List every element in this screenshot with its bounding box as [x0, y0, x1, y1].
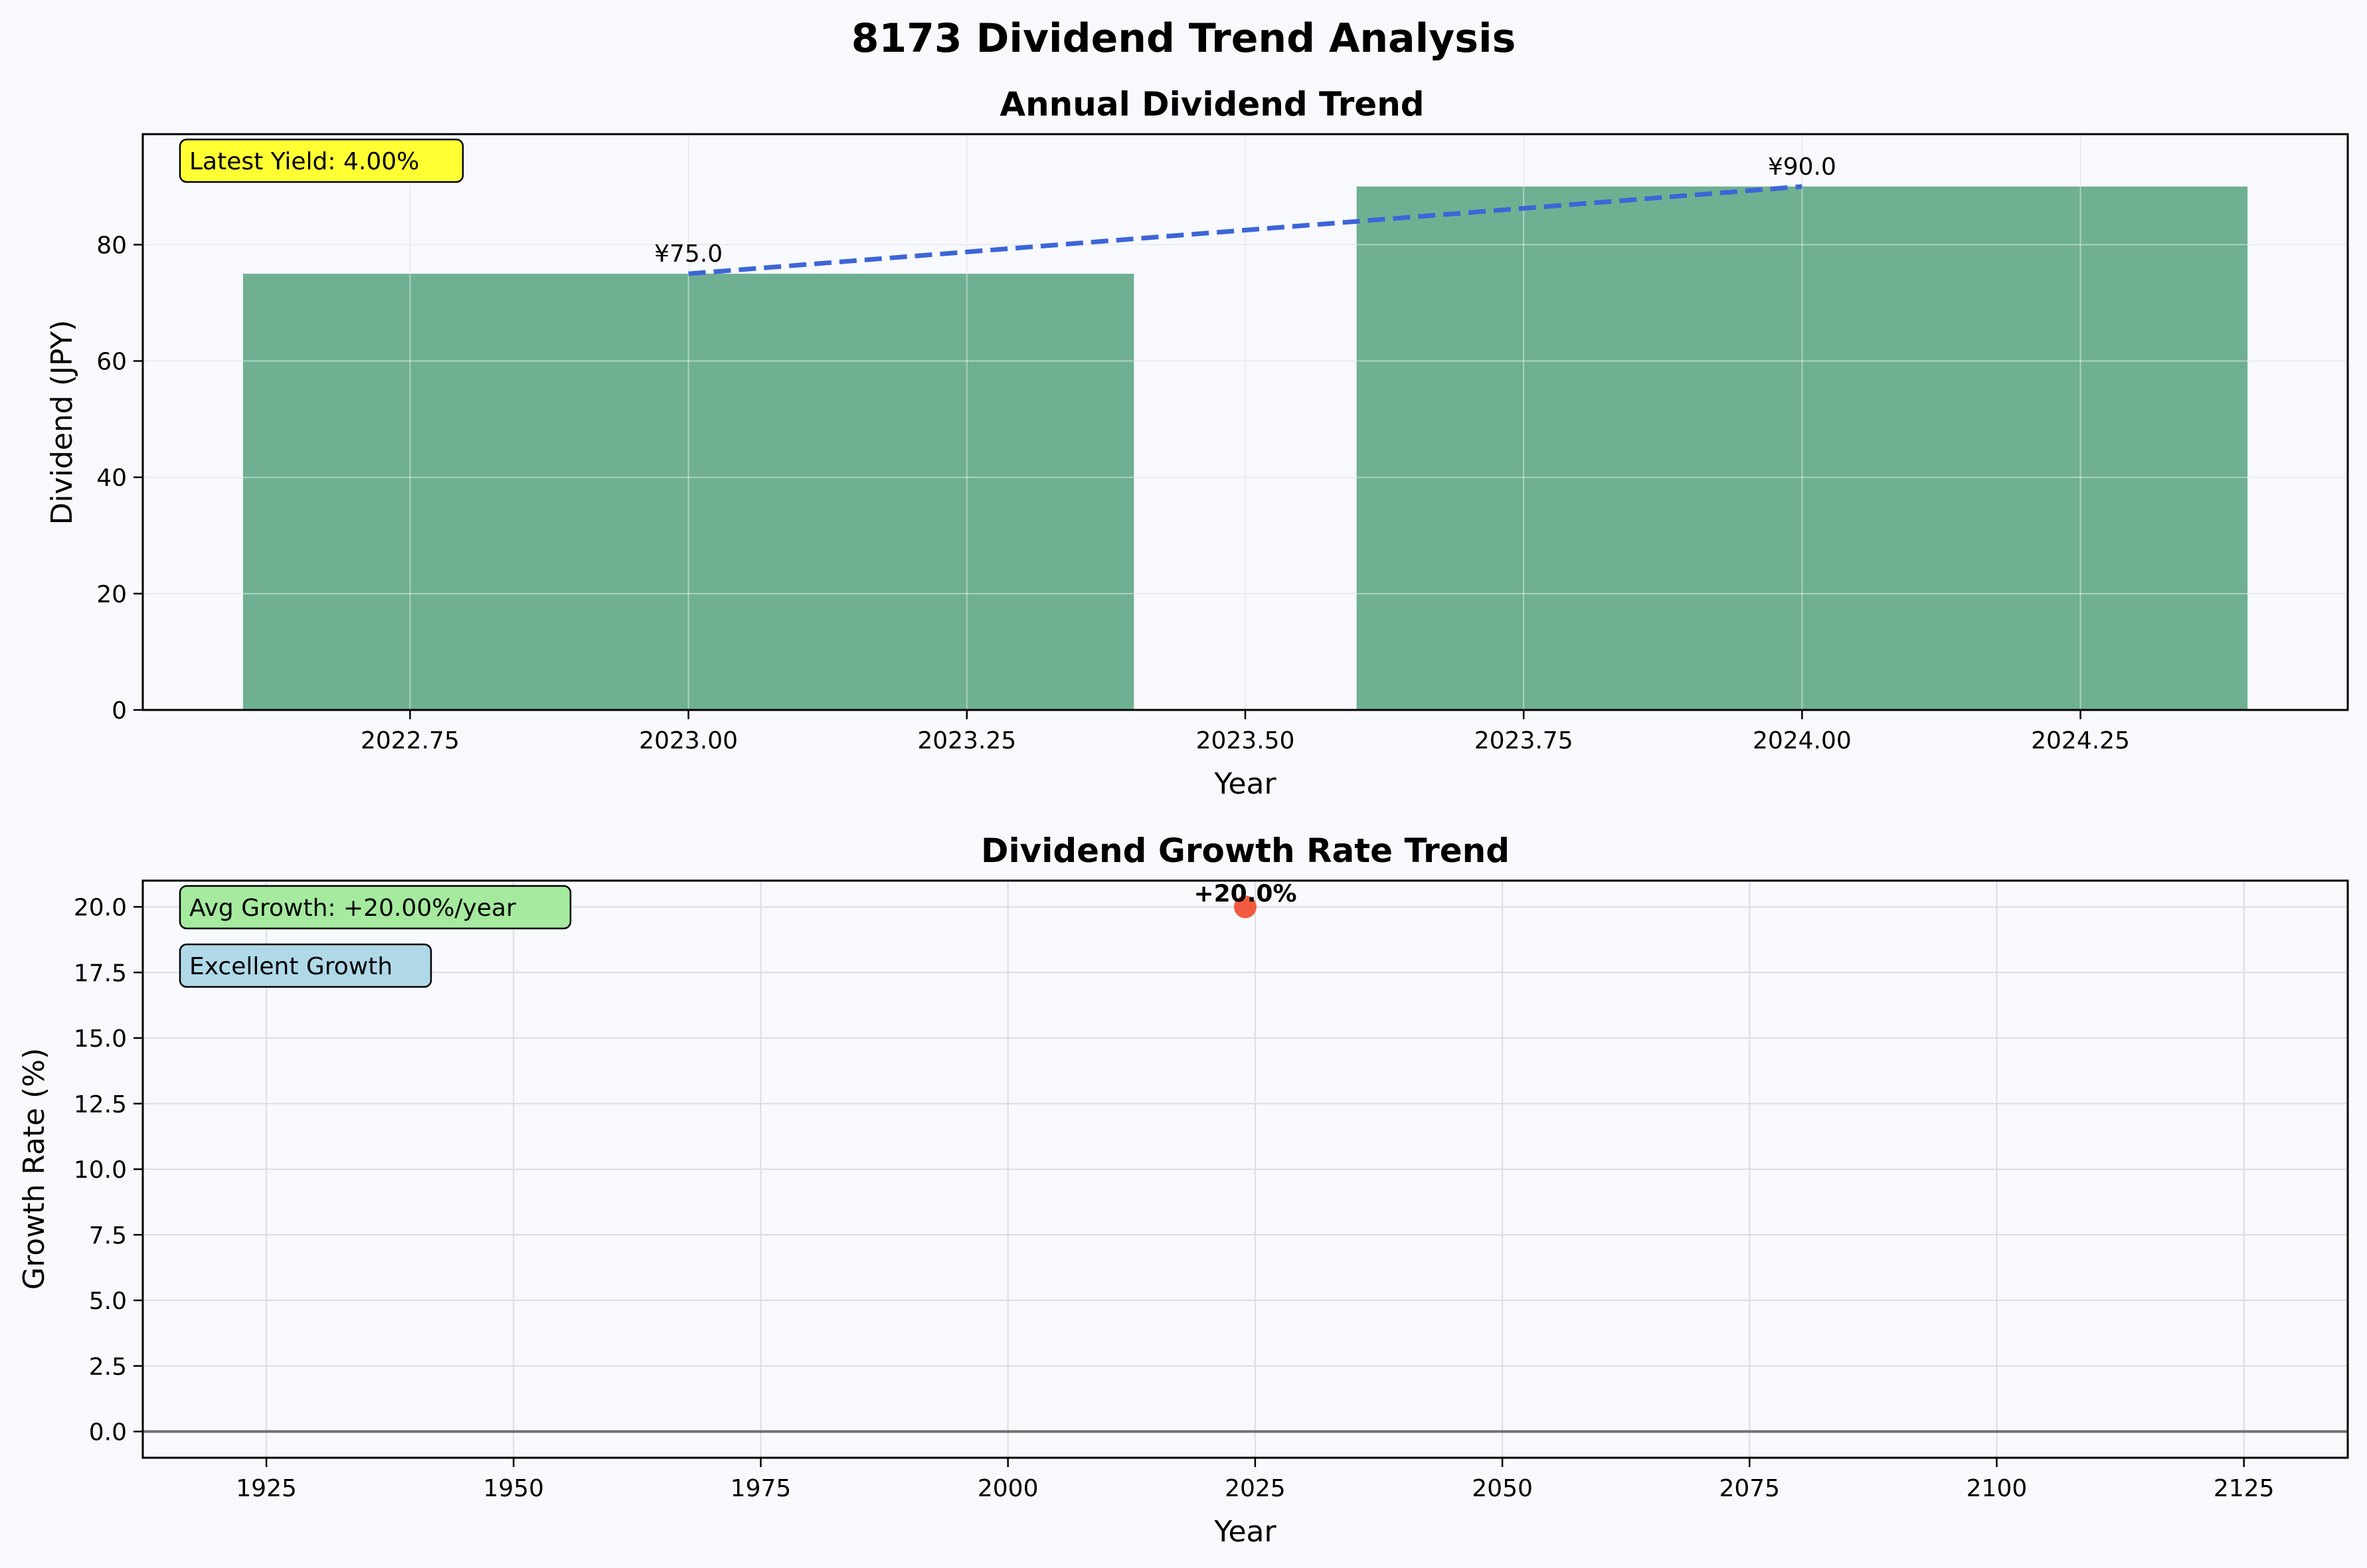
annual-y-tick-label: 0	[112, 697, 127, 725]
growth-x-tick-label: 2000	[978, 1475, 1039, 1502]
latest-yield-text: Latest Yield: 4.00%	[189, 148, 419, 175]
growth-y-tick-label: 7.5	[89, 1222, 127, 1249]
dividend-bar-label: ¥90.0	[1768, 153, 1836, 181]
growth-x-tick-label: 1925	[236, 1475, 297, 1502]
growth-y-tick-label: 12.5	[74, 1091, 127, 1118]
growth-x-ticks: 1925 1950 1975 2000 2025 2050 2075 2100 2125	[236, 1458, 2274, 1502]
annual-x-tick-label: 2023.25	[917, 727, 1016, 754]
growth-x-tick-label: 2075	[1719, 1475, 1780, 1502]
annual-bars	[143, 134, 2348, 711]
growth-rating-text: Excellent Growth	[189, 953, 393, 980]
annual-dividend-title: Annual Dividend Trend	[1000, 85, 1424, 124]
annual-x-tick-label: 2022.75	[361, 727, 460, 754]
annual-y-tick-label: 60	[96, 349, 127, 376]
dividend-bar	[242, 274, 1134, 710]
annual-trend	[688, 184, 1802, 276]
growth-y-ticks: 0.0 2.5 5.0 7.5 10.0 12.5 15.0 17.5 20.0	[74, 895, 143, 1446]
avg-growth-text: Avg Growth: +20.00%/year	[189, 895, 516, 922]
annual-y-tick-label: 20	[96, 581, 127, 608]
growth-x-tick-label: 1975	[731, 1475, 792, 1502]
annual-y-tick-label: 40	[96, 465, 127, 492]
growth-point	[1234, 895, 1257, 918]
annual-y-ticks: 0 20 40 60 80	[96, 232, 143, 725]
annual-data-labels: ¥75.0 ¥90.0	[654, 153, 1836, 268]
annual-x-tick-label: 2024.00	[1753, 727, 1852, 754]
annual-x-tick-label: 2023.50	[1196, 727, 1295, 754]
growth-point-label: +20.0%	[1193, 881, 1296, 908]
growth-y-tick-label: 2.5	[89, 1353, 127, 1381]
growth-x-axis-label: Year	[1213, 1515, 1276, 1549]
growth-y-tick-label: 5.0	[89, 1288, 127, 1315]
growth-y-tick-label: 15.0	[74, 1025, 127, 1053]
annual-y-tick-label: 80	[96, 232, 127, 259]
growth-x-tick-label: 1950	[483, 1475, 544, 1502]
avg-growth-box-bg	[179, 885, 572, 930]
growth-y-tick-label: 17.5	[74, 960, 127, 987]
growth-x-tick-label: 2100	[1967, 1475, 2028, 1502]
growth-x-tick-label: 2025	[1225, 1475, 1286, 1502]
dividend-bar	[1356, 186, 2248, 710]
growth-x-tick-label: 2125	[2214, 1475, 2275, 1502]
annual-x-tick-label: 2024.25	[2031, 727, 2130, 754]
growth-data-labels: +20.0%	[1193, 881, 1296, 908]
latest-yield-box-bg	[179, 138, 464, 183]
annual-y-axis-label: Dividend (JPY)	[45, 320, 79, 525]
annual-x-tick-label: 2023.75	[1474, 727, 1573, 754]
dividend-bar-label: ¥75.0	[654, 240, 723, 268]
avg-growth-box: Avg Growth: +20.00%/year	[179, 885, 572, 930]
annual-x-axis-label: Year	[1213, 767, 1276, 801]
growth-rate-title: Dividend Growth Rate Trend	[981, 831, 1510, 870]
annual-x-tick-label: 2023.00	[639, 727, 738, 754]
dividend-trend-line	[688, 184, 1802, 276]
growth-y-tick-label: 0.0	[89, 1419, 127, 1446]
growth-rating-box: Excellent Growth	[179, 943, 432, 988]
annual-x-ticks: 2022.75 2023.00 2023.25 2023.50 2023.75 2024.…	[361, 710, 2130, 754]
annual-dividend-chart: Annual Dividend Trend ¥75.0 ¥90.0 2022.75…	[45, 85, 2349, 801]
growth-y-tick-label: 20.0	[74, 895, 127, 922]
growth-y-axis-label: Growth Rate (%)	[17, 1048, 51, 1290]
figure-title: 8173 Dividend Trend Analysis	[851, 15, 1516, 62]
growth-points	[1234, 895, 1257, 918]
growth-rate-chart: Dividend Growth Rate Trend +20.0% 1925 19…	[17, 831, 2349, 1549]
latest-yield-box: Latest Yield: 4.00%	[179, 138, 464, 183]
growth-y-tick-label: 10.0	[74, 1157, 127, 1184]
growth-x-tick-label: 2050	[1472, 1475, 1533, 1502]
growth-rating-box-bg	[179, 943, 432, 988]
